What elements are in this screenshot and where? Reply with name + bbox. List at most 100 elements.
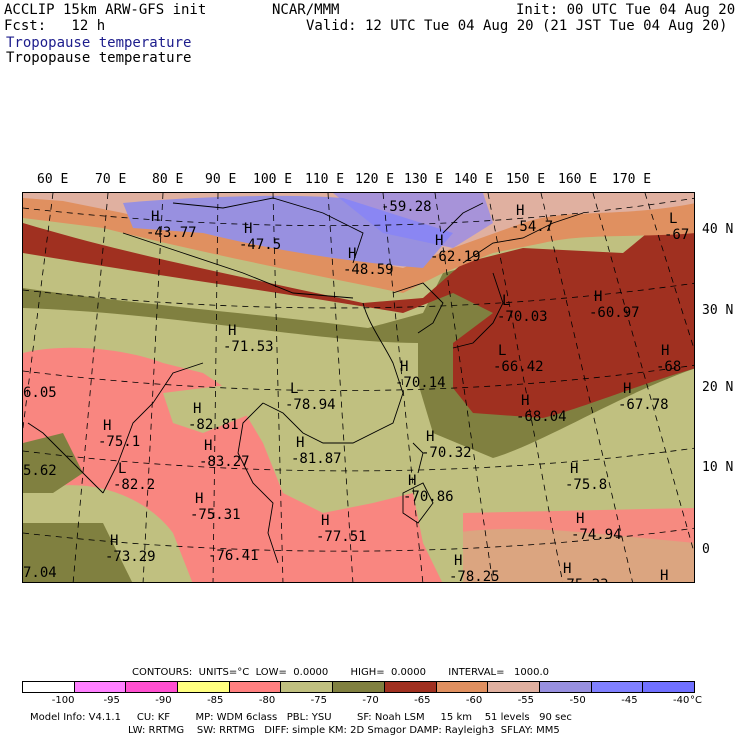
high-center-marker: H [516,203,525,219]
high-center-marker: H [228,323,237,339]
latitude-label: 30 N [702,303,734,318]
colorbar-swatch [488,682,540,692]
center-value-label: -75.31 [190,507,241,523]
center-value-label: -75.1 [98,434,141,450]
center-value-label: -83.27 [199,454,250,470]
center-value-label: 6.05 [23,385,57,401]
colorbar-tick-label: -100 [51,695,75,706]
center-value-label: -54.7 [511,219,554,235]
longitude-label: 150 E [506,172,546,187]
latitude-label: 40 N [702,222,734,237]
center-value-label: -70.14 [395,375,446,391]
low-center-marker: L [669,211,678,227]
high-center-marker: H [661,343,670,359]
center-value-label: -82.81 [188,417,239,433]
longitude-label: 100 E [253,172,293,187]
center-value-label: -75.23 [558,577,609,582]
high-center-marker: H [454,553,463,569]
high-center-marker: H [296,435,305,451]
high-center-marker: H [204,438,213,454]
model-info: Model Info: V4.1.1 CU: KF MP: WDM 6class… [30,712,572,723]
high-center-marker: H [151,209,160,225]
colorbar-tick-label: -55 [517,695,535,706]
org-label: NCAR/MMM [272,2,340,18]
colorbar-tick-label: -65 [414,695,431,706]
colorbar-swatch [229,682,282,692]
high-center-marker: H [400,359,409,375]
colorbar-swatch [643,682,694,692]
center-value-label: -77.51 [316,529,367,545]
longitude-label: 60 E [37,172,69,187]
colorbar-swatch [74,682,127,692]
high-center-marker: H [594,289,603,305]
latitude-label: 0 [702,542,710,557]
longitude-label: 90 E [205,172,237,187]
center-value-label: -78.25 [449,569,500,583]
high-center-marker: H [348,246,357,262]
high-center-marker: H [193,401,202,417]
colorbar-swatch [591,682,644,692]
colorbar-swatch [384,682,437,692]
center-value-label: -70.03 [497,309,548,325]
colorbar-tick-label: -95 [103,695,120,706]
high-center-marker: H [110,533,119,549]
forecast-hour: Fcst: 12 h [4,18,106,34]
colorbar-swatch [333,682,385,692]
colorbar-swatch [126,682,179,692]
center-value-label: 7.04 [23,565,57,581]
center-value-label: -68.04 [516,409,567,425]
center-value-label: -60.97 [589,305,640,321]
center-value-label: -66.42 [493,359,544,375]
tropopause-temperature-field [23,193,694,582]
latitude-label: 20 N [702,380,734,395]
colorbar-swatch [178,682,230,692]
low-center-marker: L [502,293,511,309]
longitude-label: 170 E [612,172,652,187]
init-time: Init: 00 UTC Tue 04 Aug 20 [516,2,736,18]
colorbar-swatch [539,682,592,692]
low-center-marker: L [498,343,507,359]
center-value-label: -70.86 [403,489,454,505]
center-value-label: -82.2 [113,477,156,493]
center-value-label: -67.78 [618,397,669,413]
valid-time: Valid: 12 UTC Tue 04 Aug 20 (21 JST Tue … [306,18,728,34]
colorbar-tick-label: -60 [465,695,483,706]
high-center-marker: H [195,491,204,507]
high-center-marker: H [103,418,112,434]
contours-info: CONTOURS: UNITS=°C LOW= 0.0000 HIGH= 0.0… [132,667,550,678]
colorbar-unit: °C [690,695,702,706]
high-center-marker: H [576,511,585,527]
longitude-label: 120 E [355,172,395,187]
physics-info: LW: RRTMG SW: RRTMG DIFF: simple KM: 2D … [128,725,560,736]
center-value-label: -81.87 [291,451,342,467]
center-value-label: -75.8 [565,477,608,493]
center-value-label: -47.5 [239,237,282,253]
colorbar [22,681,695,693]
colorbar-tick-label: -80 [258,695,276,706]
center-value-label: -62.19 [430,249,481,265]
low-center-marker: L [118,461,127,477]
center-value-label: -43.77 [146,225,197,241]
longitude-label: 110 E [305,172,345,187]
center-value-label: -76.41 [208,548,259,564]
center-value-label: -78.94 [285,397,336,413]
colorbar-swatch [23,682,75,692]
longitude-label: 160 E [558,172,598,187]
colorbar-tick-label: -45 [621,695,638,706]
center-value-label: 5.62 [23,463,57,479]
colorbar-tick-label: -70 [362,695,379,706]
colorbar-tick-label: -75 [310,695,327,706]
center-value-label: -59.28 [381,199,432,215]
colorbar-swatch [436,682,489,692]
latitude-label: 10 N [702,460,734,475]
high-center-marker: H [563,561,572,577]
center-value-label: -70.32 [421,445,472,461]
high-center-marker: H [408,473,417,489]
longitude-label: 80 E [152,172,184,187]
center-value-label: -68 [656,359,682,375]
high-center-marker: H [426,429,435,445]
center-value-label: -71.53 [223,339,274,355]
model-title: ACCLIP 15km ARW-GFS init [4,2,207,18]
longitude-label: 70 E [95,172,127,187]
high-center-marker: H [321,513,330,529]
